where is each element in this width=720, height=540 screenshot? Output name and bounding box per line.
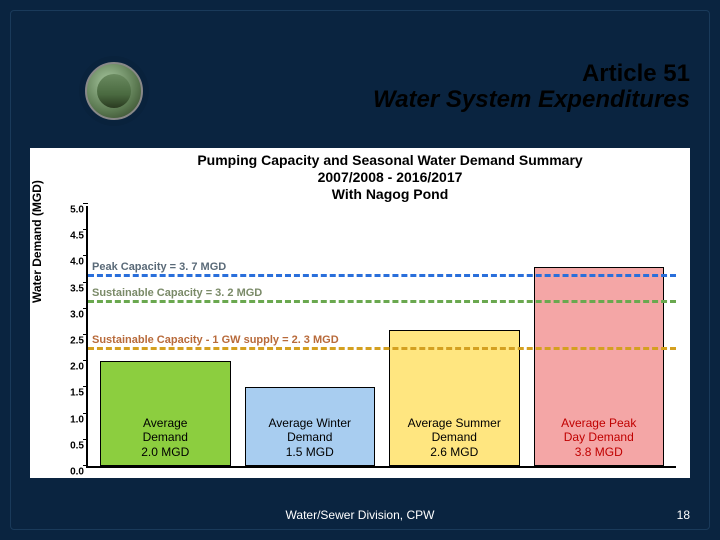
chart-container: Pumping Capacity and Seasonal Water Dema… [30, 148, 690, 478]
y-tick-mark [83, 439, 88, 440]
y-tick-label: 5.0 [52, 205, 84, 216]
chart-title: Pumping Capacity and Seasonal Water Dema… [90, 152, 690, 202]
y-tick-mark [83, 386, 88, 387]
y-tick-mark [83, 255, 88, 256]
capacity-line [88, 300, 676, 303]
y-tick-label: 0.0 [52, 467, 84, 478]
y-tick-label: 1.5 [52, 388, 84, 399]
y-tick-label: 0.5 [52, 440, 84, 451]
y-tick-label: 2.5 [52, 336, 84, 347]
slide-subtitle: Water System Expenditures [0, 86, 690, 114]
y-axis-label: Water Demand (MGD) [30, 180, 44, 303]
y-tick-mark [83, 282, 88, 283]
bar-label: Average PeakDay Demand3.8 MGD [535, 416, 664, 459]
chart-title-line3: With Nagog Pond [332, 186, 449, 202]
y-tick-mark [83, 334, 88, 335]
y-tick-mark [83, 203, 88, 204]
plot-area: 0.00.51.01.52.02.53.03.54.04.55.0Average… [86, 206, 676, 468]
article-number: Article 51 [0, 60, 690, 88]
y-tick-label: 4.0 [52, 257, 84, 268]
bar-label: Average SummerDemand2.6 MGD [390, 416, 519, 459]
capacity-label: Sustainable Capacity - 1 GW supply = 2. … [92, 334, 339, 347]
capacity-line [88, 274, 676, 277]
capacity-label: Peak Capacity = 3. 7 MGD [92, 261, 226, 274]
page-number: 18 [470, 508, 690, 522]
y-tick-label: 3.0 [52, 309, 84, 320]
bar-label: Average WinterDemand1.5 MGD [246, 416, 375, 459]
chart-title-line1: Pumping Capacity and Seasonal Water Dema… [197, 152, 582, 168]
chart-title-line2: 2007/2008 - 2016/2017 [318, 169, 463, 185]
y-tick-mark [83, 229, 88, 230]
slide-header: Article 51 Water System Expenditures [0, 60, 690, 114]
y-tick-label: 3.5 [52, 283, 84, 294]
y-tick-label: 4.5 [52, 231, 84, 242]
bar: AverageDemand2.0 MGD [100, 361, 231, 466]
capacity-label: Sustainable Capacity = 3. 2 MGD [92, 287, 262, 300]
y-tick-mark [83, 413, 88, 414]
y-tick-label: 2.0 [52, 362, 84, 373]
capacity-line [88, 347, 676, 350]
bar-label: AverageDemand2.0 MGD [101, 416, 230, 459]
y-tick-mark [83, 465, 88, 466]
y-tick-mark [83, 308, 88, 309]
y-tick-label: 1.0 [52, 414, 84, 425]
y-tick-mark [83, 360, 88, 361]
bar: Average PeakDay Demand3.8 MGD [534, 267, 665, 466]
footer-attribution: Water/Sewer Division, CPW [250, 508, 470, 522]
bar: Average WinterDemand1.5 MGD [245, 387, 376, 466]
slide-footer: Water/Sewer Division, CPW 18 [30, 508, 690, 522]
